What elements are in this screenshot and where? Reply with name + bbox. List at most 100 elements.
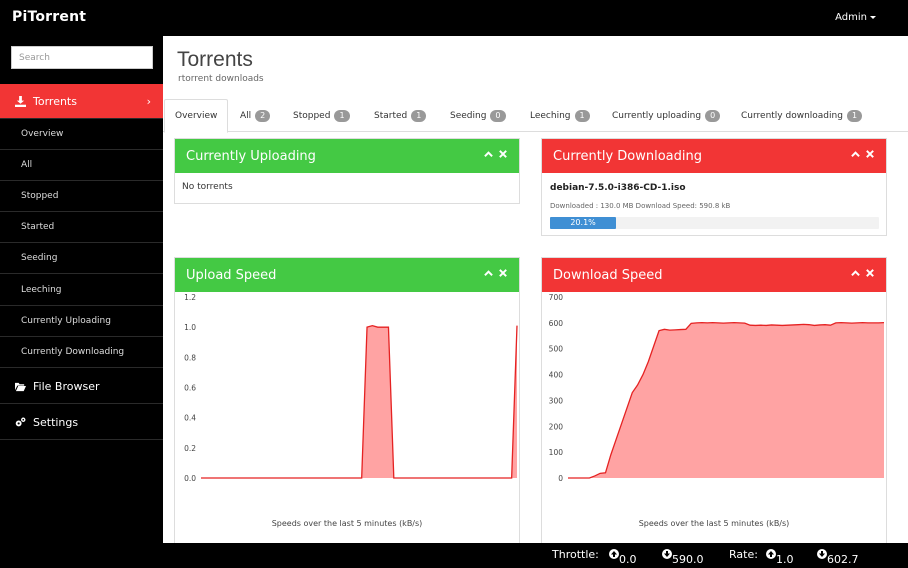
y-tick-label: 1.0 [184, 323, 196, 332]
sidebar-subitem-label: Stopped [21, 191, 59, 201]
app-brand[interactable]: PiTorrent [12, 9, 87, 25]
throttle-up-value: 0.0 kB [619, 553, 637, 568]
rate-up: 1.0 kB [766, 548, 794, 568]
tab-leeching[interactable]: Leeching 1 [530, 99, 590, 132]
search-input[interactable] [11, 46, 153, 69]
progress-bar: 20.1% [550, 217, 617, 229]
chevron-right-icon: › [146, 95, 151, 108]
folder-open-icon [15, 382, 26, 391]
y-tick-label: 0.8 [184, 353, 196, 362]
count-badge: 0 [705, 109, 721, 122]
page-subtitle: rtorrent downloads [178, 74, 264, 84]
user-menu[interactable]: Admin [835, 12, 876, 23]
sidebar-item-file-browser[interactable]: File Browser [0, 369, 163, 404]
tab-started[interactable]: Started 1 [374, 99, 427, 132]
gears-icon [15, 417, 26, 426]
torrent-name[interactable]: debian-7.5.0-i386-CD-1.iso [550, 183, 686, 193]
sidebar-subitem-label: All [21, 160, 33, 170]
throttle-down[interactable]: 590.0 kB [662, 548, 704, 568]
panel-title: Download Speed [553, 267, 663, 283]
y-tick-label: 0.4 [184, 414, 196, 423]
tab-label: Currently downloading [741, 110, 843, 121]
chart-caption: Speeds over the last 5 minutes (kB/s) [271, 519, 423, 528]
y-tick-label: 100 [549, 448, 564, 457]
count-badge: 1 [411, 109, 427, 122]
sidebar-subitem-overview[interactable]: Overview [0, 119, 163, 150]
arrow-circle-up-icon [766, 549, 776, 559]
torrent-meta: Downloaded : 130.0 MB Download Speed: 59… [550, 202, 731, 210]
panel-currently-downloading: Currently Downloading debian-7.5.0-i386-… [541, 138, 887, 236]
arrow-circle-up-icon [609, 549, 619, 559]
y-tick-label: 200 [549, 422, 564, 431]
sidebar-subitem-label: Currently Uploading [21, 316, 111, 326]
download-speed-chart: 0 100 200 300 400 500 600 700 [549, 293, 885, 483]
sidebar-subitem-all[interactable]: All [0, 150, 163, 181]
chevron-up-icon[interactable] [851, 269, 860, 278]
sidebar-subitem-started[interactable]: Started [0, 212, 163, 243]
throttle-label: Throttle: [552, 548, 599, 561]
rate-label: Rate: [729, 548, 758, 561]
tab-label: All [240, 110, 252, 121]
sidebar-subitem-label: Seeding [21, 253, 58, 263]
tab-stopped[interactable]: Stopped 1 [293, 99, 350, 132]
caret-down-icon [870, 15, 876, 19]
rate-down-value: 602.7 kB [827, 553, 859, 568]
panel-download-speed: Download Speed 0 100 200 300 400 500 600 700 Sp… [541, 257, 887, 547]
panel-title: Currently Uploading [186, 148, 316, 164]
tab-seeding[interactable]: Seeding 0 [450, 99, 506, 132]
main-content: Torrents rtorrent downloads Overview All… [163, 36, 908, 547]
panel-upload-speed: Upload Speed 0.0 0.2 0.4 0.6 0.8 1.0 1.2 Speed… [174, 257, 520, 547]
tab-label: Seeding [450, 110, 487, 121]
tab-label: Started [374, 110, 408, 121]
sidebar-subitem-currently-downloading[interactable]: Currently Downloading [0, 337, 163, 368]
throttle-up[interactable]: 0.0 kB [609, 548, 637, 568]
sidebar-subitem-stopped[interactable]: Stopped [0, 181, 163, 212]
close-icon[interactable] [866, 269, 874, 277]
y-tick-label: 0.2 [184, 444, 196, 453]
tab-all[interactable]: All 2 [240, 99, 271, 132]
y-tick-label: 500 [549, 345, 564, 354]
sidebar-subitem-leeching[interactable]: Leeching [0, 275, 163, 306]
sidebar-subitem-label: Started [21, 222, 55, 232]
chart-caption: Speeds over the last 5 minutes (kB/s) [638, 519, 790, 528]
tab-label: Overview [175, 111, 218, 121]
sidebar: Torrents › Overview All Stopped Started … [0, 36, 163, 543]
chevron-up-icon[interactable] [484, 150, 493, 159]
sidebar-subitem-currently-uploading[interactable]: Currently Uploading [0, 306, 163, 337]
close-icon[interactable] [866, 150, 874, 158]
count-badge: 2 [255, 109, 271, 122]
chevron-up-icon[interactable] [484, 269, 493, 278]
y-tick-label: 700 [549, 293, 564, 302]
page-title: Torrents [177, 48, 253, 71]
rate-down: 602.7 kB [817, 548, 859, 568]
panel-currently-uploading: Currently Uploading No torrents [174, 138, 520, 204]
arrow-circle-down-icon [662, 549, 672, 559]
sidebar-subitem-label: Currently Downloading [21, 347, 125, 357]
close-icon[interactable] [499, 150, 507, 158]
tab-overview[interactable]: Overview [164, 99, 229, 133]
panel-header: Currently Uploading [175, 139, 519, 173]
panel-title: Upload Speed [186, 267, 277, 283]
sidebar-subitem-seeding[interactable]: Seeding [0, 243, 163, 274]
y-tick-label: 0 [558, 474, 563, 483]
panel-title: Currently Downloading [553, 148, 702, 164]
chevron-up-icon[interactable] [851, 150, 860, 159]
count-badge: 1 [334, 109, 350, 122]
sidebar-item-settings[interactable]: Settings [0, 405, 163, 440]
y-tick-label: 400 [549, 371, 564, 380]
tab-currently-uploading[interactable]: Currently uploading 0 [612, 99, 721, 132]
arrow-circle-down-icon [817, 549, 827, 559]
rate-up-value: 1.0 kB [776, 553, 794, 568]
close-icon[interactable] [499, 269, 507, 277]
upload-speed-chart: 0.0 0.2 0.4 0.6 0.8 1.0 1.2 [184, 293, 518, 483]
panel-header: Download Speed [542, 258, 886, 292]
count-badge: 0 [490, 109, 506, 122]
count-badge: 1 [574, 109, 590, 122]
sidebar-subitem-label: Overview [21, 129, 64, 139]
sidebar-item-torrents[interactable]: Torrents › [0, 84, 163, 119]
tab-currently-downloading[interactable]: Currently downloading 1 [741, 99, 863, 132]
series-line [201, 324, 518, 479]
sidebar-subitem-label: Leeching [21, 285, 62, 295]
count-badge: 1 [846, 109, 863, 122]
y-tick-label: 0.0 [184, 474, 196, 483]
